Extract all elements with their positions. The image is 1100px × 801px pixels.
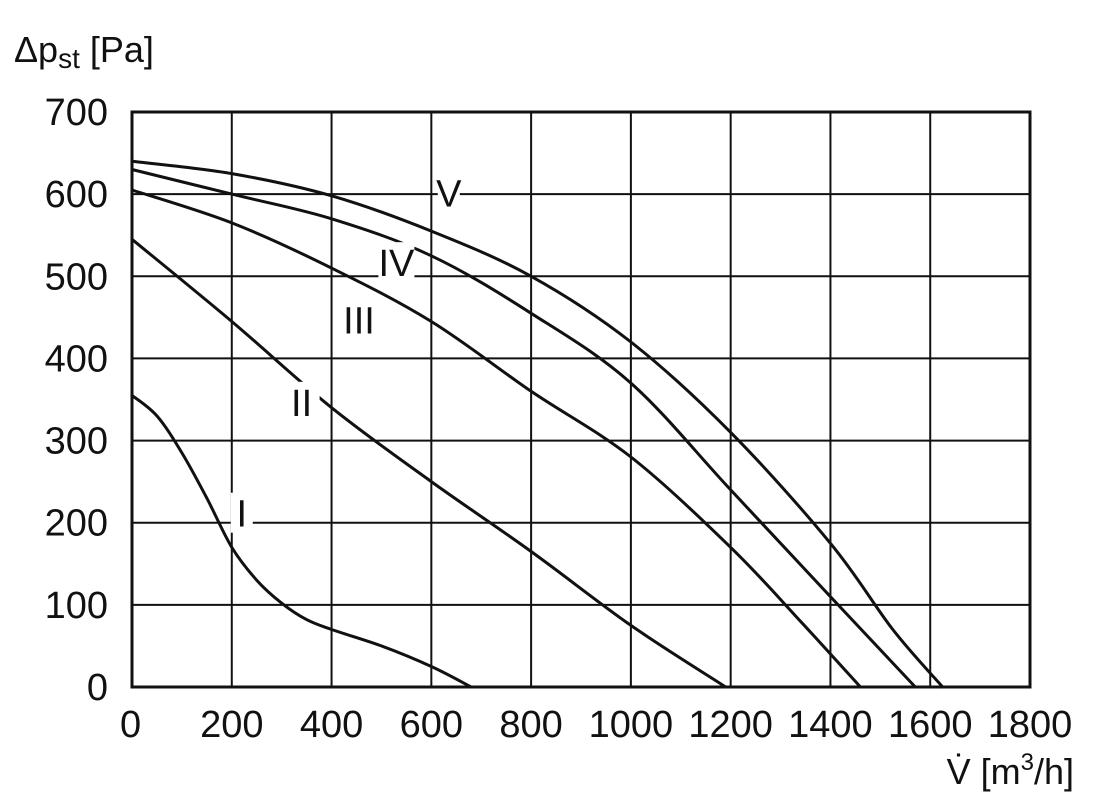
curve-II [130,237,728,689]
curve-label-bg-I [230,492,253,533]
curve-III [130,188,862,689]
x-tick-label-800: 800 [499,704,562,746]
y-tick-label-700: 700 [45,92,108,134]
y-axis-title: Δpst [Pa] [14,29,154,74]
curve-label-II: II [291,383,312,425]
x-tick-label-400: 400 [300,704,363,746]
curve-label-IV: IV [378,243,415,285]
x-tick-label-1600: 1600 [888,704,973,746]
curve-label-V: V [436,173,462,215]
x-tick-label-1800: 1800 [988,704,1073,746]
x-tick-label-200: 200 [200,704,263,746]
curve-V [130,159,945,689]
curve-label-bg-III [333,299,384,340]
y-tick-label-600: 600 [45,174,108,216]
curve-I [130,393,473,689]
y-tick-label-400: 400 [45,338,108,380]
x-tick-label-1200: 1200 [688,704,773,746]
y-tick-label-100: 100 [45,585,108,627]
curve-label-III: III [343,301,375,343]
x-tick-label-0: 0 [120,704,141,746]
curve-label-bg-II [283,381,320,422]
x-tick-label-600: 600 [400,704,463,746]
curve-label-I: I [236,494,247,536]
x-tick-label-1400: 1400 [788,704,873,746]
y-tick-label-200: 200 [45,503,108,545]
curve-label-bg-IV [378,242,415,283]
curves [130,159,945,689]
y-axis-ticks: 0 100 200 300 400 500 600 700 [45,92,108,709]
y-tick-label-300: 300 [45,421,108,463]
x-tick-label-1000: 1000 [589,704,674,746]
curve-IV [130,168,917,689]
y-tick-label-0: 0 [87,667,108,709]
x-axis-title: V̇ [m3/h] [947,749,1074,792]
plot-frame [130,110,1032,689]
grid-lines [131,111,1031,688]
x-axis-ticks: 0 200 400 600 800 1000 1200 1400 1600 1800 [120,704,1072,746]
y-tick-label-500: 500 [45,256,108,298]
curve-label-bg-V [437,172,460,213]
